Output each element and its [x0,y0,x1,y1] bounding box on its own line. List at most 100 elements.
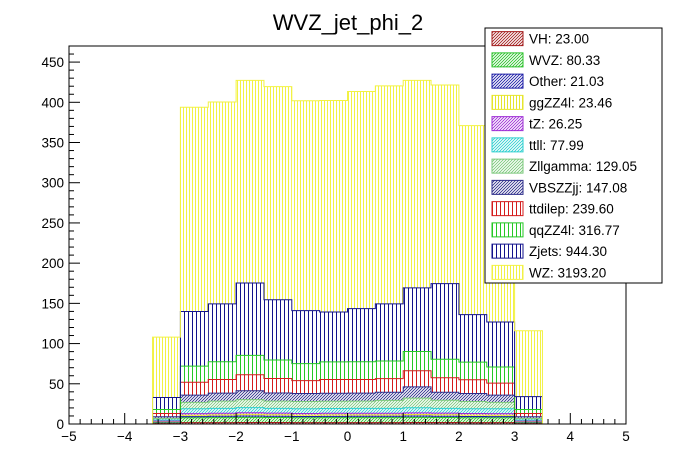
legend-swatch [491,116,524,132]
bar-ttll-bin-2 [208,408,237,414]
x-tick-label: −3 [173,429,188,444]
bar-VH-bin-4 [263,422,292,424]
bar-tZ-bin-5 [291,413,320,416]
bar-Zjets-bin-6 [319,311,348,362]
legend-entry-VH: VH: 23.00 [491,31,589,47]
bar-WVZ-bin-7 [347,417,376,423]
bar-ggZZ4l-bin-1 [180,415,209,417]
bar-WZ-bin-6 [319,100,348,312]
bar-WVZ-bin-9 [403,417,432,423]
bar-qqZZ4l-bin-3 [236,355,264,375]
x-axis: −5 −4 −3 −2 −1 0 1 2 3 4 5 [61,413,630,444]
legend-label: ttll: 77.99 [529,138,584,153]
x-tick-label: 2 [455,429,463,444]
bar-VBSZZjj-bin-12 [486,395,515,403]
bar-ttdilep-bin-1 [180,382,209,396]
bar-qqZZ4l-bin-2 [208,361,237,380]
bar-ggZZ4l-bin-3 [236,414,264,416]
legend-swatch [491,158,524,174]
legend-swatch [491,243,524,259]
bar-qqZZ4l-bin-12 [486,366,515,384]
bar-ttll-bin-8 [375,408,404,414]
bar-qqZZ4l-bin-11 [458,362,487,380]
bar-WVZ-bin-4 [263,417,292,423]
bar-ttll-bin-7 [347,408,376,414]
bar-tZ-bin-9 [403,412,432,415]
y-tick-label: 250 [41,216,64,231]
bar-Zjets-bin-3 [236,283,264,356]
bar-VH-bin-6 [319,422,348,424]
bar-qqZZ4l-bin-1 [180,366,209,383]
bar-Zllgamma-bin-8 [375,400,404,409]
bar-Zllgamma-bin-3 [236,399,264,408]
legend-entry-tZ: tZ: 26.25 [491,116,582,132]
legend-swatch [491,201,524,217]
legend-label: ggZZ4l: 23.46 [529,95,612,110]
bar-ggZZ4l-bin-4 [263,414,292,417]
bar-WZ-bin-5 [291,100,320,311]
bar-tZ-bin-7 [347,413,376,415]
bar-VH-bin-9 [403,422,432,424]
bar-Zllgamma-bin-1 [180,402,209,409]
x-tick-label: 0 [344,429,352,444]
bar-WZ-bin-0 [152,337,181,398]
bar-Zllgamma-bin-5 [291,401,320,409]
bar-ttll-bin-4 [263,408,292,414]
bar-Zllgamma-bin-12 [486,402,515,409]
legend-entry-WZ: WZ: 3193.20 [491,264,606,280]
bar-tZ-bin-1 [180,413,209,416]
legend-swatch [491,264,524,280]
bar-Zjets-bin-9 [403,287,432,352]
bar-tZ-bin-4 [263,413,292,415]
bar-Other-bin-5 [291,416,320,418]
bar-WVZ-bin-8 [375,417,404,423]
bar-qqZZ4l-bin-10 [431,359,459,378]
y-tick-label: 450 [41,55,64,70]
bar-Zjets-bin-12 [486,321,515,367]
bar-WVZ-bin-0 [152,422,181,424]
bar-Zllgamma-bin-6 [319,401,348,409]
bar-qqZZ4l-bin-9 [403,351,432,371]
legend-label: tZ: 26.25 [529,117,582,132]
legend-entry-ttdilep: ttdilep: 239.60 [491,201,614,217]
outline-qqZZ4l [152,350,543,424]
bar-Other-bin-3 [236,415,264,418]
bar-ggZZ4l-bin-11 [458,415,487,417]
bar-WVZ-bin-12 [486,417,515,423]
bar-WVZ-bin-10 [431,417,459,423]
bar-WZ-bin-4 [263,86,292,300]
bar-qqZZ4l-bin-0 [152,409,181,414]
legend-swatch [491,94,524,110]
bar-ttll-bin-6 [319,408,348,414]
bar-VBSZZjj-bin-0 [152,416,181,419]
chart-title: WVZ_jet_phi_2 [273,10,423,35]
x-tick-label: −1 [284,429,299,444]
legend-label: ttdilep: 239.60 [529,202,614,217]
bar-VH-bin-2 [208,422,237,424]
bar-tZ-bin-10 [431,413,459,415]
y-tick-label: 50 [49,377,64,392]
y-axis: 0 50 100 150 200 250 300 350 400 450 [41,53,80,432]
bar-ttll-bin-12 [486,408,515,414]
bar-VBSZZjj-bin-3 [236,390,264,400]
legend-entry-VBSZZjj: VBSZZjj: 147.08 [491,179,627,195]
legend: VH: 23.00 WVZ: 80.33 Other: 21.03 ggZZ4l: 2… [484,27,663,284]
bar-Zllgamma-bin-7 [347,401,376,409]
bar-Zllgamma-bin-13 [514,418,543,420]
bar-VBSZZjj-bin-6 [319,393,348,402]
bar-VH-bin-11 [458,422,487,424]
bar-VH-bin-5 [291,422,320,424]
bar-tZ-bin-12 [486,413,515,416]
bar-tZ-bin-6 [319,413,348,415]
outline-ttll [152,407,543,424]
legend-swatch [491,31,524,47]
bar-Other-bin-7 [347,416,376,418]
bar-Zjets-bin-4 [263,299,292,361]
bar-tZ-bin-2 [208,413,237,415]
bar-ttll-bin-5 [291,408,320,414]
x-tick-label: 4 [567,429,575,444]
x-tick-label: 5 [622,429,630,444]
bar-ggZZ4l-bin-5 [291,415,320,417]
bar-qqZZ4l-bin-5 [291,363,320,381]
